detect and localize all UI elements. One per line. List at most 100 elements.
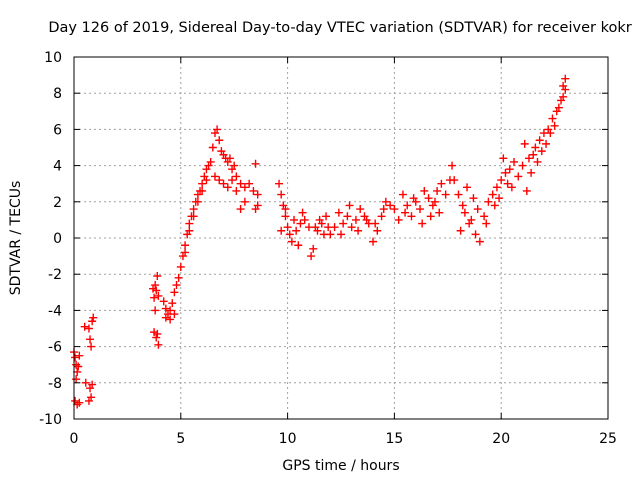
data-point (424, 194, 433, 203)
data-point (503, 179, 512, 188)
data-point (236, 179, 245, 188)
data-point (535, 136, 544, 145)
data-point (518, 161, 527, 170)
data-point (215, 136, 224, 145)
data-point (430, 197, 439, 206)
data-point (309, 244, 318, 253)
data-point (561, 85, 570, 94)
data-point (437, 179, 446, 188)
y-axis-label: SDTVAR / TECUs (8, 181, 24, 296)
data-point (407, 212, 416, 221)
data-point (249, 186, 258, 195)
data-point (403, 201, 412, 210)
data-point (499, 154, 508, 163)
y-tick-label: 2 (53, 195, 62, 211)
data-point (456, 226, 465, 235)
data-point (245, 179, 254, 188)
data-point (426, 212, 435, 221)
data-point (418, 219, 427, 228)
data-point (542, 139, 551, 148)
data-point (181, 241, 190, 250)
data-point (71, 353, 80, 362)
data-point (86, 335, 95, 344)
data-point (166, 315, 175, 324)
data-point (87, 342, 96, 351)
data-point (537, 147, 546, 156)
data-point (531, 143, 540, 152)
data-point (290, 215, 299, 224)
y-tick-label: 10 (44, 50, 62, 66)
data-point (484, 197, 493, 206)
y-tick-label: -10 (39, 412, 62, 428)
data-point (522, 186, 531, 195)
data-point (181, 248, 190, 257)
data-point (347, 223, 356, 232)
data-point (189, 212, 198, 221)
data-point (441, 190, 450, 199)
data-point (369, 237, 378, 246)
data-point (330, 223, 339, 232)
data-point (161, 304, 170, 313)
data-point (377, 212, 386, 221)
data-point (381, 197, 390, 206)
data-point (334, 208, 343, 217)
data-point (409, 194, 418, 203)
data-point (150, 293, 159, 302)
data-point (294, 241, 303, 250)
data-point (219, 179, 228, 188)
data-point (154, 291, 163, 300)
data-point (215, 176, 224, 185)
data-point (159, 297, 168, 306)
data-point (471, 230, 480, 239)
data-point (240, 197, 249, 206)
data-point (251, 159, 260, 168)
data-point (554, 103, 563, 112)
x-tick-label: 0 (70, 431, 79, 447)
data-point (213, 125, 222, 134)
data-point (185, 219, 194, 228)
data-point (351, 215, 360, 224)
data-point (435, 208, 444, 217)
data-point (176, 262, 185, 271)
data-point (473, 205, 482, 214)
data-point (283, 223, 292, 232)
data-point (84, 396, 93, 405)
y-tick-label: 4 (53, 159, 62, 175)
data-point (206, 157, 215, 166)
data-point (386, 201, 395, 210)
data-point (448, 161, 457, 170)
data-point (253, 190, 262, 199)
data-point (152, 286, 161, 295)
data-point (450, 176, 459, 185)
data-point (339, 219, 348, 228)
data-point (296, 219, 305, 228)
data-points (70, 74, 570, 409)
x-tick-label: 5 (176, 431, 185, 447)
data-point (501, 168, 510, 177)
data-point (210, 172, 219, 181)
data-point (373, 226, 382, 235)
data-point (185, 226, 194, 235)
x-tick-label: 25 (599, 431, 617, 447)
data-point (277, 226, 286, 235)
data-point (232, 186, 241, 195)
data-point (225, 154, 234, 163)
data-point (492, 183, 501, 192)
data-point (480, 212, 489, 221)
x-tick-label: 15 (385, 431, 403, 447)
data-point (379, 205, 388, 214)
data-point (390, 205, 399, 214)
data-point (343, 212, 352, 221)
data-point (88, 317, 97, 326)
data-point (454, 190, 463, 199)
data-point (520, 139, 529, 148)
data-point (73, 367, 82, 376)
data-point (202, 176, 211, 185)
data-point (561, 74, 570, 83)
data-point (166, 306, 175, 315)
data-point (198, 186, 207, 195)
data-point (72, 375, 81, 384)
axis-ticks: 0 5 10 15 20 25 -10 -8 -6 -4 -2 0 2 4 6 8 10 (39, 50, 617, 447)
data-point (527, 168, 536, 177)
data-point (292, 226, 301, 235)
